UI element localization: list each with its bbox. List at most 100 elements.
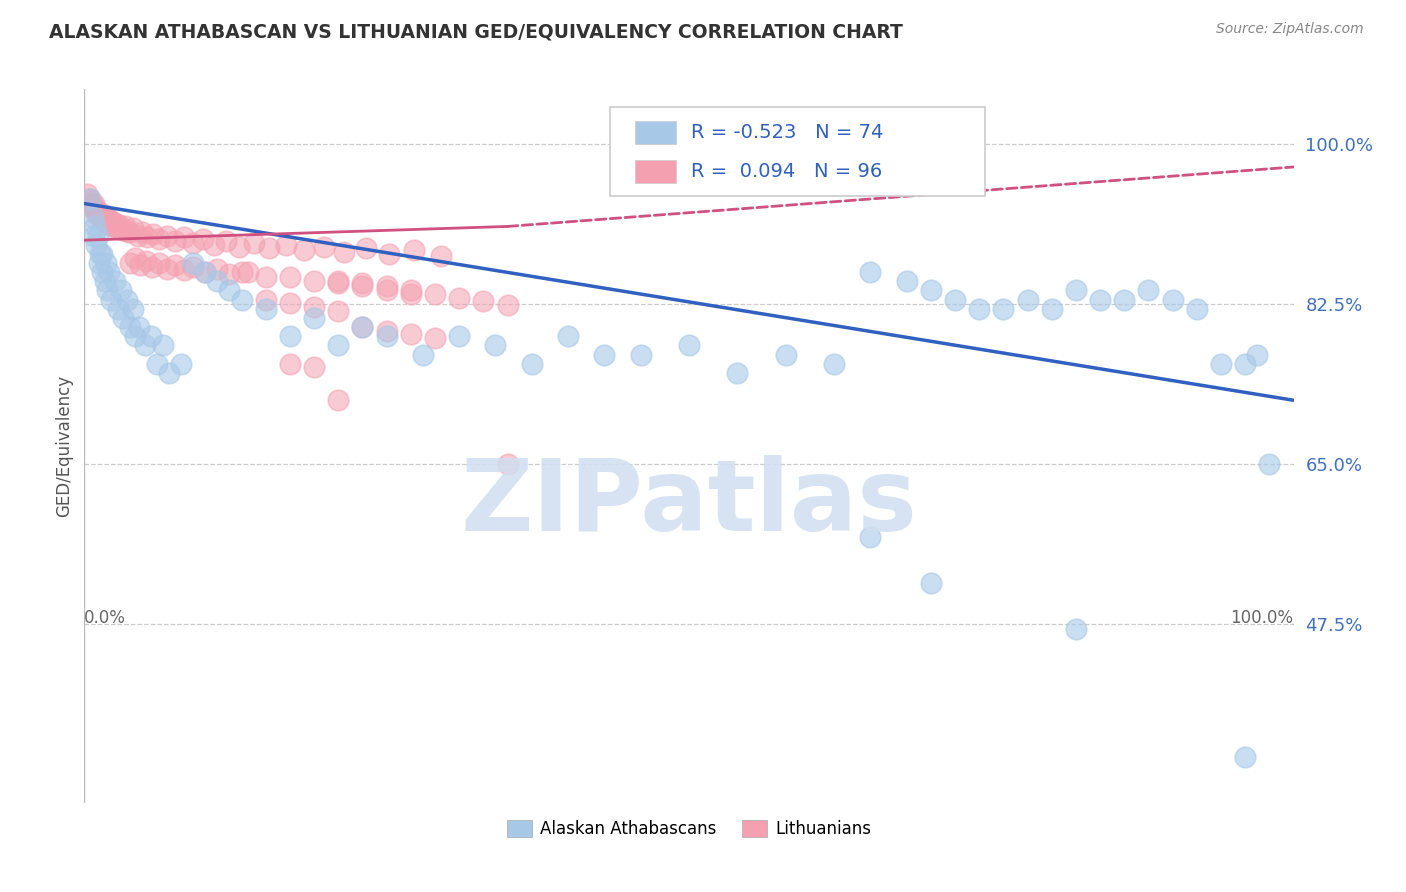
- Point: [97, 212, 120, 227]
- Point: [87, 256, 110, 270]
- Point: [1185, 301, 1208, 316]
- Point: [83, 196, 105, 211]
- Point: [181, 235, 204, 250]
- Point: [89, 211, 111, 225]
- Point: [194, 265, 217, 279]
- Text: R = -0.523   N = 74: R = -0.523 N = 74: [692, 123, 884, 142]
- Point: [943, 293, 966, 307]
- Point: [94, 274, 117, 288]
- Point: [207, 274, 229, 288]
- Point: [84, 219, 107, 234]
- Point: [399, 284, 422, 298]
- Point: [152, 338, 174, 352]
- Text: 0.0%: 0.0%: [84, 608, 127, 627]
- Point: [378, 247, 401, 261]
- Point: [1161, 293, 1184, 307]
- Point: [1064, 622, 1087, 636]
- FancyBboxPatch shape: [634, 121, 676, 145]
- Point: [112, 310, 135, 325]
- Point: [236, 265, 259, 279]
- Point: [328, 276, 350, 290]
- Point: [84, 201, 107, 215]
- Point: [859, 531, 882, 545]
- Point: [496, 298, 519, 312]
- Point: [352, 320, 374, 334]
- Text: R =  0.094   N = 96: R = 0.094 N = 96: [692, 161, 883, 181]
- Point: [920, 284, 942, 298]
- Point: [725, 366, 748, 380]
- Point: [312, 239, 335, 253]
- Point: [86, 209, 108, 223]
- Point: [375, 284, 398, 298]
- Point: [302, 310, 325, 325]
- Point: [993, 301, 1015, 316]
- Point: [278, 329, 301, 343]
- Point: [142, 227, 165, 241]
- Point: [920, 576, 942, 591]
- Point: [115, 293, 138, 307]
- Point: [1246, 347, 1268, 361]
- Point: [100, 293, 122, 307]
- Point: [276, 237, 298, 252]
- Point: [207, 261, 229, 276]
- Text: Source: ZipAtlas.com: Source: ZipAtlas.com: [1216, 22, 1364, 37]
- Text: 100.0%: 100.0%: [1230, 608, 1294, 627]
- Point: [333, 245, 356, 260]
- Point: [1209, 357, 1232, 371]
- Point: [108, 218, 131, 232]
- Point: [141, 260, 163, 274]
- Point: [194, 265, 217, 279]
- Point: [231, 293, 253, 307]
- Text: ALASKAN ATHABASCAN VS LITHUANIAN GED/EQUIVALENCY CORRELATION CHART: ALASKAN ATHABASCAN VS LITHUANIAN GED/EQU…: [49, 22, 903, 41]
- Point: [173, 263, 195, 277]
- Point: [96, 284, 118, 298]
- Point: [354, 241, 377, 255]
- Point: [328, 303, 350, 318]
- Point: [91, 212, 114, 227]
- Point: [170, 357, 193, 371]
- Point: [1064, 284, 1087, 298]
- Point: [80, 196, 103, 211]
- Point: [352, 276, 374, 290]
- Point: [1234, 357, 1257, 371]
- Point: [302, 360, 325, 375]
- Point: [87, 204, 110, 219]
- Point: [82, 211, 104, 225]
- Point: [124, 252, 146, 266]
- Point: [105, 221, 128, 235]
- Point: [114, 219, 136, 234]
- Point: [101, 219, 124, 234]
- Point: [231, 265, 253, 279]
- Point: [181, 256, 204, 270]
- Point: [115, 224, 138, 238]
- Point: [328, 338, 350, 352]
- Point: [1017, 293, 1039, 307]
- Point: [107, 301, 129, 316]
- Point: [79, 192, 101, 206]
- Point: [399, 287, 422, 301]
- Point: [593, 347, 616, 361]
- Point: [449, 329, 471, 343]
- Point: [1234, 750, 1257, 764]
- Point: [148, 256, 170, 270]
- Point: [302, 300, 325, 314]
- Point: [202, 237, 225, 252]
- Point: [352, 320, 374, 334]
- Point: [86, 205, 108, 219]
- Point: [94, 214, 117, 228]
- Point: [128, 320, 150, 334]
- Point: [94, 256, 117, 270]
- Point: [278, 296, 301, 310]
- Point: [157, 366, 180, 380]
- Point: [254, 301, 277, 316]
- Point: [86, 228, 108, 243]
- Point: [630, 347, 652, 361]
- Point: [967, 301, 990, 316]
- Point: [254, 293, 277, 307]
- Point: [1258, 458, 1281, 472]
- Point: [375, 324, 398, 338]
- Point: [120, 320, 142, 334]
- Point: [215, 234, 238, 248]
- Point: [120, 256, 142, 270]
- Legend: Alaskan Athabascans, Lithuanians: Alaskan Athabascans, Lithuanians: [501, 813, 877, 845]
